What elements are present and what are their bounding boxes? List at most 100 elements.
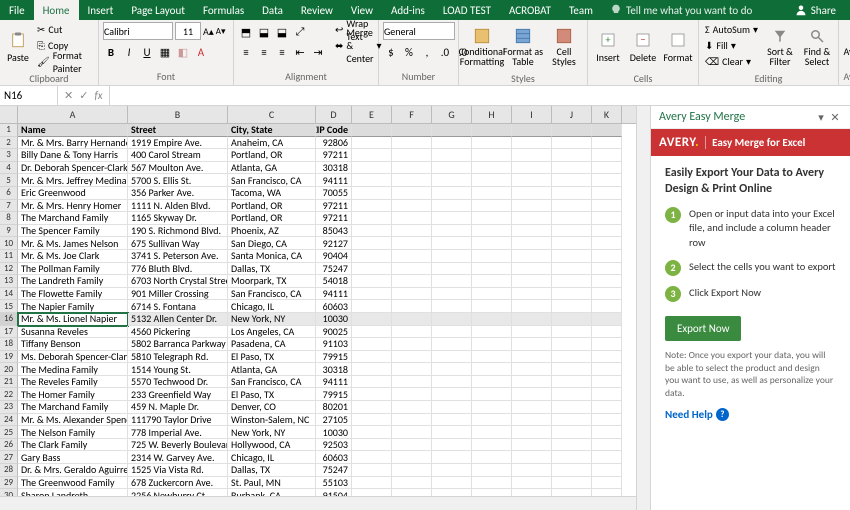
column-header[interactable]: F [392, 106, 432, 123]
cell[interactable]: 60603 [316, 300, 352, 313]
cell[interactable] [432, 326, 472, 339]
cell[interactable]: 2256 Newburry Ct. [128, 489, 228, 496]
cell[interactable]: 92806 [316, 137, 352, 150]
cell[interactable] [592, 388, 622, 401]
cell[interactable] [432, 401, 472, 414]
cell[interactable] [392, 489, 432, 496]
vertical-scrollbar[interactable] [636, 106, 650, 510]
cell[interactable] [472, 300, 512, 313]
cell[interactable] [352, 124, 392, 137]
cell[interactable]: Dr. Deborah Spencer-Clark [18, 162, 128, 175]
cell[interactable]: 85043 [316, 225, 352, 238]
cell[interactable]: 776 Bluth Blvd. [128, 263, 228, 276]
cell[interactable]: 1111 N. Alden Blvd. [128, 200, 228, 213]
row-header[interactable]: 27 [0, 451, 18, 464]
cell[interactable] [392, 363, 432, 376]
cell[interactable]: 92127 [316, 237, 352, 250]
cell[interactable]: Mr. & Mrs. Jeffrey Medina [18, 174, 128, 187]
cell[interactable] [432, 464, 472, 477]
cell[interactable] [592, 351, 622, 364]
cell[interactable] [512, 313, 552, 326]
row-header[interactable]: 11 [0, 250, 18, 263]
cell[interactable]: 2314 W. Garvey Ave. [128, 451, 228, 464]
cell[interactable] [472, 288, 512, 301]
increase-font-icon[interactable]: A▴ [203, 25, 214, 38]
cell[interactable] [392, 351, 432, 364]
align-middle-icon[interactable]: ⬓ [256, 24, 272, 40]
tab-page-layout[interactable]: Page Layout [122, 0, 194, 20]
merge-center-button[interactable]: ⬌ Merge & Center ▾ [333, 38, 384, 53]
cell[interactable]: 5810 Telegraph Rd. [128, 351, 228, 364]
row-header[interactable]: 12 [0, 263, 18, 276]
row-header[interactable]: 17 [0, 326, 18, 339]
column-header[interactable]: E [352, 106, 392, 123]
cell[interactable]: Winston-Salem, NC [228, 414, 316, 427]
clear-button[interactable]: ⌫ Clear ▾ [703, 54, 760, 69]
cell[interactable]: 79915 [316, 351, 352, 364]
cell[interactable]: San Francisco, CA [228, 376, 316, 389]
cell[interactable] [392, 376, 432, 389]
cell[interactable] [552, 212, 592, 225]
avery-merge-button[interactable]: AVERY Avery Easy Merge [843, 22, 850, 72]
cell[interactable] [432, 351, 472, 364]
tell-me-box[interactable]: Tell me what you want to do [602, 4, 781, 17]
cell[interactable] [472, 237, 512, 250]
cell[interactable] [352, 489, 392, 496]
cell-styles-button[interactable]: Cell Styles [545, 22, 583, 72]
cell[interactable]: Portland, OR [228, 200, 316, 213]
cell[interactable] [432, 263, 472, 276]
cell[interactable] [512, 250, 552, 263]
cell[interactable]: 80201 [316, 401, 352, 414]
cell[interactable] [592, 149, 622, 162]
cell[interactable] [392, 212, 432, 225]
cell[interactable]: The Homer Family [18, 388, 128, 401]
sort-filter-button[interactable]: Sort & Filter [763, 22, 797, 72]
cell[interactable]: Los Angeles, CA [228, 326, 316, 339]
cell[interactable] [552, 149, 592, 162]
cell[interactable] [512, 225, 552, 238]
row-header[interactable]: 23 [0, 401, 18, 414]
cell[interactable] [432, 426, 472, 439]
cell[interactable]: 111790 Taylor Drive [128, 414, 228, 427]
cell[interactable] [472, 439, 512, 452]
cell[interactable] [592, 300, 622, 313]
cell[interactable] [552, 426, 592, 439]
cell[interactable]: Mr. & Ms. Alexander Spencer [18, 414, 128, 427]
cell[interactable] [512, 401, 552, 414]
cell[interactable]: 91504 [316, 489, 352, 496]
align-bottom-icon[interactable]: ⬓ [274, 24, 290, 40]
cell[interactable]: 30318 [316, 162, 352, 175]
cell[interactable]: The Greenwood Family [18, 477, 128, 490]
cell[interactable] [432, 124, 472, 137]
cell[interactable] [352, 313, 392, 326]
row-header[interactable]: 6 [0, 187, 18, 200]
cell[interactable] [592, 401, 622, 414]
cell[interactable]: 92503 [316, 439, 352, 452]
cell[interactable]: 1919 Empire Ave. [128, 137, 228, 150]
cell[interactable]: Portland, OR [228, 149, 316, 162]
cell[interactable]: 54018 [316, 275, 352, 288]
cell[interactable] [352, 225, 392, 238]
cell[interactable] [392, 275, 432, 288]
cell[interactable] [592, 237, 622, 250]
row-header[interactable]: 22 [0, 388, 18, 401]
cell[interactable]: 5700 S. Ellis St. [128, 174, 228, 187]
cell[interactable] [432, 200, 472, 213]
cell[interactable] [352, 187, 392, 200]
format-button[interactable]: Format [662, 22, 694, 72]
row-header[interactable]: 3 [0, 149, 18, 162]
cell[interactable]: 725 W. Beverly Boulevard [128, 439, 228, 452]
cell[interactable] [472, 363, 512, 376]
cell[interactable]: ZIP Code [316, 124, 352, 137]
row-header[interactable]: 14 [0, 288, 18, 301]
cell[interactable]: 10030 [316, 426, 352, 439]
cell[interactable]: 567 Moulton Ave. [128, 162, 228, 175]
find-select-button[interactable]: Find & Select [800, 22, 834, 72]
cell[interactable]: El Paso, TX [228, 388, 316, 401]
cell[interactable]: Tacoma, WA [228, 187, 316, 200]
cell[interactable]: New York, NY [228, 426, 316, 439]
cell[interactable]: The Clark Family [18, 439, 128, 452]
row-header[interactable]: 20 [0, 363, 18, 376]
row-header[interactable]: 28 [0, 464, 18, 477]
column-header[interactable]: I [512, 106, 552, 123]
